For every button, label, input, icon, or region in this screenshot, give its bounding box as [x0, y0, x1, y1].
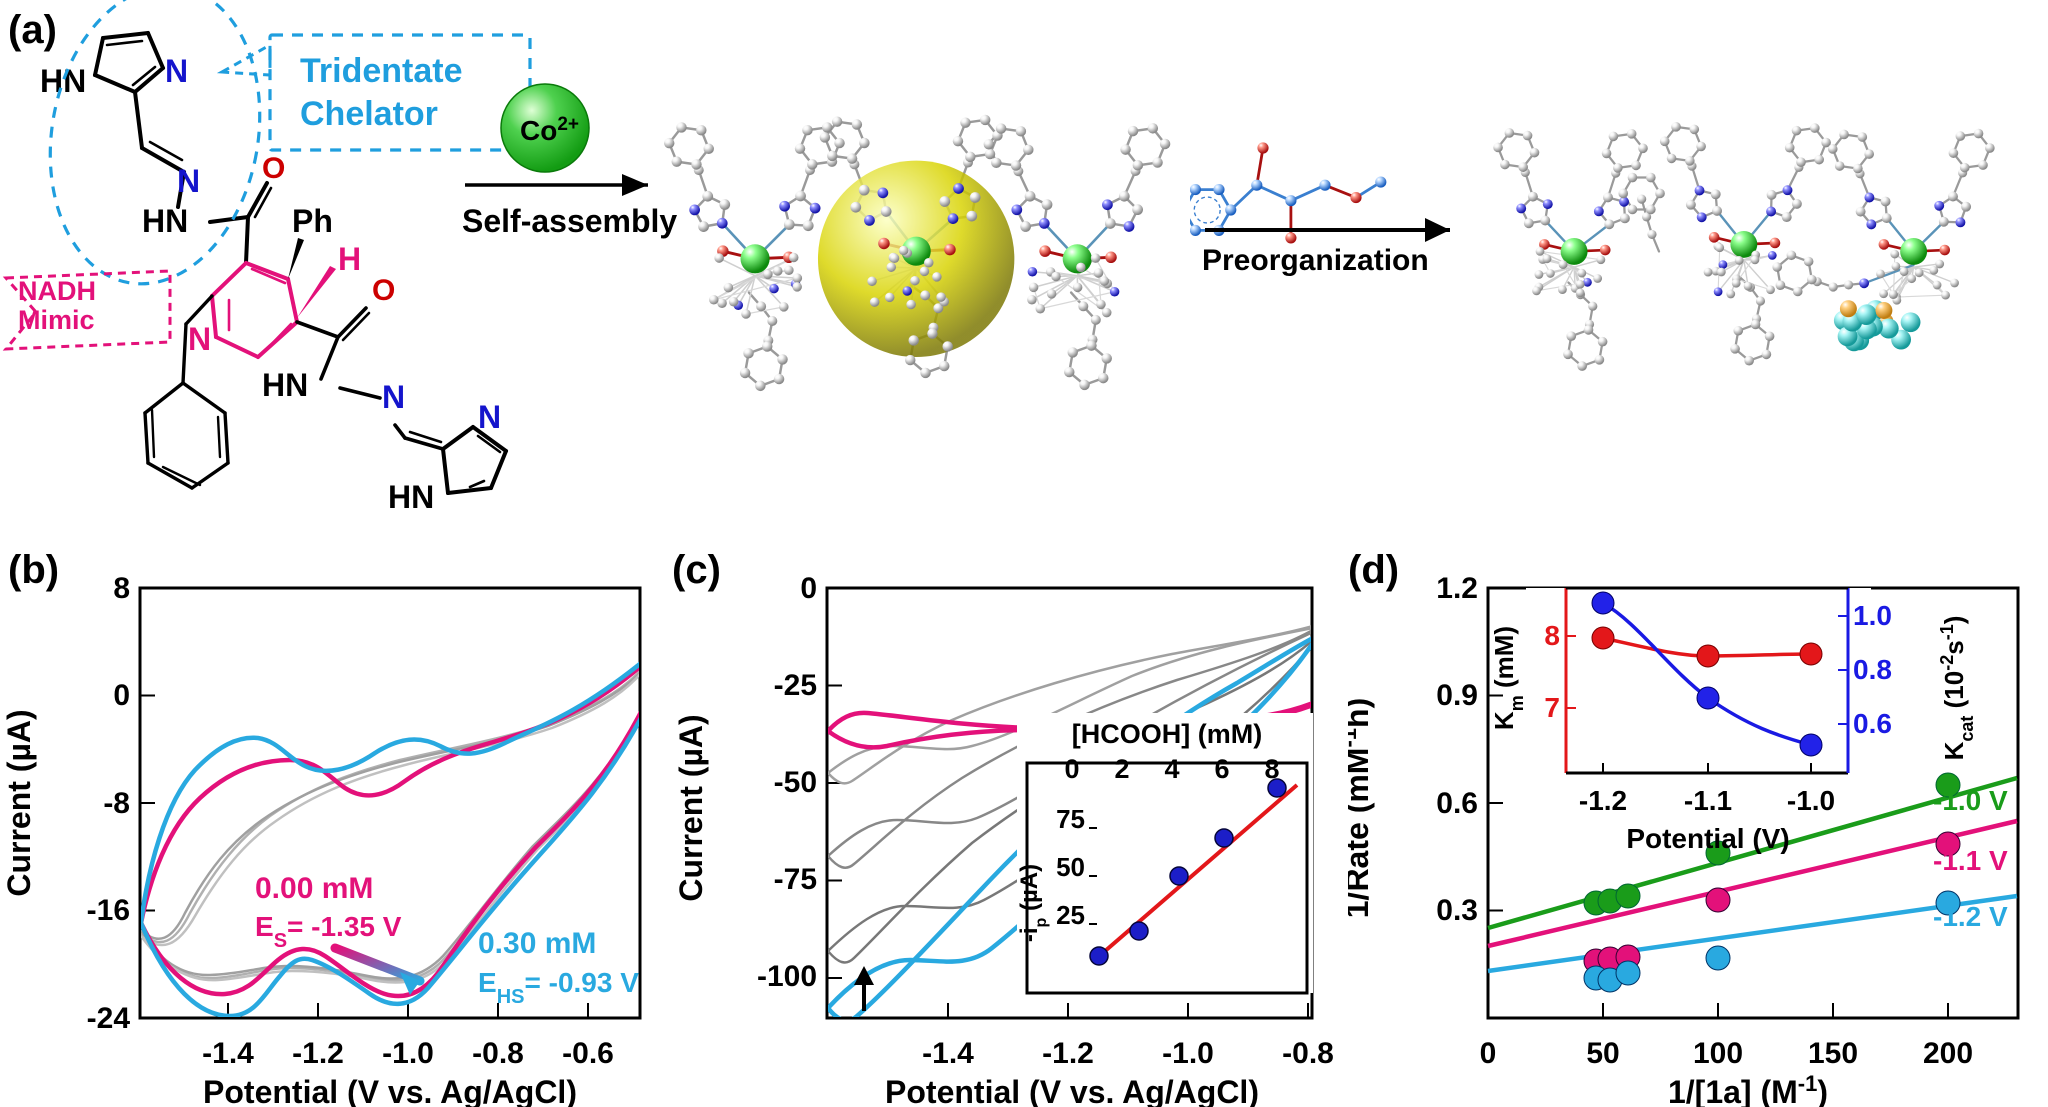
svg-text:50: 50 [1056, 852, 1085, 882]
svg-text:Current (µA): Current (µA) [1, 709, 37, 896]
svg-text:N: N [177, 163, 200, 199]
svg-text:-1.1 V: -1.1 V [1933, 845, 2008, 876]
svg-text:Mimic: Mimic [18, 305, 95, 335]
svg-text:Potential (V): Potential (V) [1626, 823, 1789, 854]
svg-text:0.6: 0.6 [1853, 708, 1892, 739]
svg-text:200: 200 [1923, 1037, 1973, 1070]
svg-text:6: 6 [1214, 754, 1229, 784]
svg-text:-100: -100 [757, 960, 817, 993]
svg-text:100: 100 [1693, 1037, 1743, 1070]
svg-text:7: 7 [1544, 692, 1560, 723]
svg-text:0.3: 0.3 [1436, 894, 1478, 927]
svg-text:Tridentate: Tridentate [300, 52, 462, 90]
svg-text:-1.4: -1.4 [922, 1037, 974, 1070]
svg-text:0.6: 0.6 [1436, 787, 1478, 820]
svg-text:N: N [165, 53, 188, 89]
svg-text:8: 8 [113, 572, 130, 605]
svg-text:-1.0: -1.0 [1787, 785, 1835, 816]
svg-text:-0.6: -0.6 [562, 1037, 614, 1070]
svg-text:0: 0 [113, 679, 130, 712]
svg-text:-8: -8 [103, 787, 130, 820]
svg-text:4: 4 [1164, 754, 1179, 784]
svg-text:50: 50 [1586, 1037, 1619, 1070]
svg-text:Potential (V vs. Ag/AgCl): Potential (V vs. Ag/AgCl) [203, 1074, 577, 1107]
svg-text:HN: HN [388, 479, 434, 515]
svg-text:Potential (V vs. Ag/AgCl): Potential (V vs. Ag/AgCl) [885, 1074, 1259, 1107]
svg-text:Current (µA): Current (µA) [673, 714, 709, 901]
svg-text:Preorganization: Preorganization [1202, 244, 1429, 277]
svg-text:[HCOOH] (mM): [HCOOH] (mM) [1072, 719, 1262, 749]
svg-text:0.8: 0.8 [1853, 654, 1892, 685]
svg-text:Km (mM): Km (mM) [1489, 626, 1527, 730]
svg-text:0.30 mM: 0.30 mM [478, 927, 596, 960]
svg-text:1.0: 1.0 [1853, 600, 1892, 631]
svg-text:N: N [478, 399, 501, 435]
svg-text:-1.2 V: -1.2 V [1933, 901, 2008, 932]
svg-text:-1.4: -1.4 [202, 1037, 254, 1070]
svg-text:150: 150 [1808, 1037, 1858, 1070]
svg-text:75: 75 [1056, 804, 1085, 834]
svg-text:-1.2: -1.2 [1579, 785, 1627, 816]
svg-text:EHS= -0.93 V: EHS= -0.93 V [478, 967, 639, 1008]
svg-text:-1.0: -1.0 [382, 1037, 434, 1070]
svg-text:0.00 mM: 0.00 mM [255, 872, 373, 905]
svg-text:-1.0 V: -1.0 V [1933, 785, 2008, 816]
svg-text:N: N [382, 379, 405, 415]
svg-text:1.2: 1.2 [1436, 572, 1478, 605]
svg-text:1/Rate (mM-1h): 1/Rate (mM-1h) [1348, 698, 1375, 918]
svg-text:-16: -16 [87, 894, 130, 927]
svg-text:O: O [372, 274, 395, 307]
svg-text:Kcat (10-2s-1): Kcat (10-2s-1) [1937, 616, 1977, 761]
svg-text:Ph: Ph [292, 203, 333, 239]
svg-text:O: O [262, 152, 285, 185]
svg-text:HN: HN [40, 63, 86, 99]
svg-text:-50: -50 [774, 766, 817, 799]
svg-text:0: 0 [1064, 754, 1079, 784]
svg-text:Chelator: Chelator [300, 95, 438, 133]
svg-text:-0.8: -0.8 [1282, 1037, 1334, 1070]
svg-text:2: 2 [1114, 754, 1129, 784]
svg-text:HN: HN [142, 203, 188, 239]
svg-text:-0.8: -0.8 [472, 1037, 524, 1070]
svg-text:8: 8 [1544, 620, 1560, 651]
svg-text:NADH: NADH [18, 276, 96, 306]
svg-text:-1.2: -1.2 [292, 1037, 344, 1070]
svg-text:-1.0: -1.0 [1162, 1037, 1214, 1070]
svg-text:-25: -25 [774, 669, 817, 702]
svg-text:1/[1a] (M-1): 1/[1a] (M-1) [1668, 1071, 1828, 1107]
svg-text:-24: -24 [87, 1002, 131, 1035]
svg-text:-1.1: -1.1 [1684, 785, 1732, 816]
svg-text:0: 0 [800, 572, 817, 605]
svg-text:0: 0 [1480, 1037, 1497, 1070]
svg-text:-75: -75 [774, 863, 817, 896]
svg-text:ES= -1.35 V: ES= -1.35 V [255, 911, 402, 952]
svg-text:-1.2: -1.2 [1042, 1037, 1094, 1070]
svg-text:H: H [338, 241, 361, 277]
svg-text:0.9: 0.9 [1436, 679, 1478, 712]
svg-text:25: 25 [1056, 900, 1085, 930]
svg-text:HN: HN [262, 367, 308, 403]
svg-text:N: N [188, 321, 211, 357]
